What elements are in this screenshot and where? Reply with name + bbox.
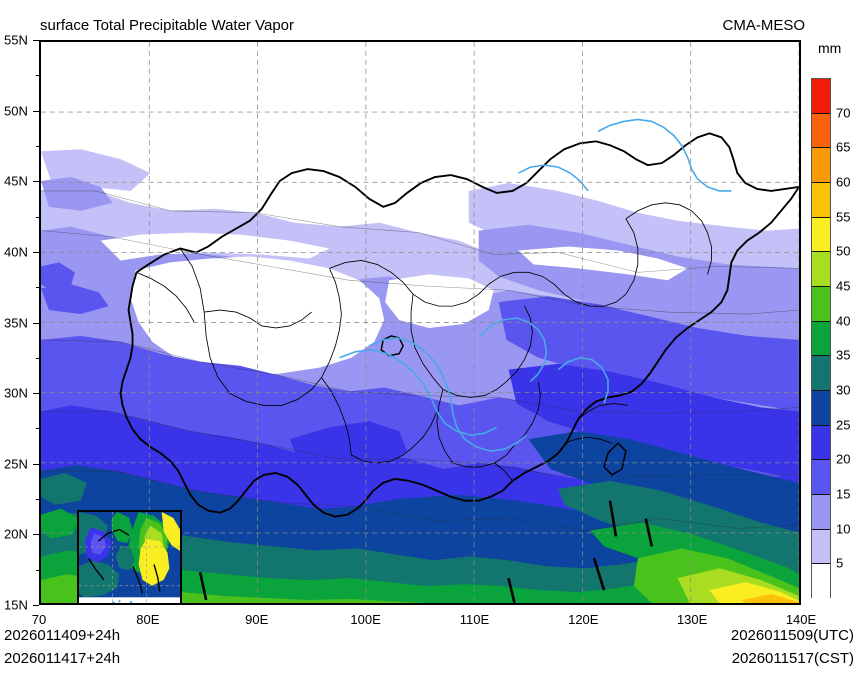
valid-time-cst: 2026011517(CST) (731, 650, 854, 667)
y-axis-label-50N: 50N (4, 103, 28, 119)
x-axis-label-110E: 110E (459, 612, 490, 627)
colorbar-band-9 (812, 390, 830, 426)
colorbar-tick-15: 15 (836, 486, 851, 502)
x-axis-label-120E: 120E (568, 612, 599, 627)
y-axis-label-55N: 55N (4, 32, 28, 48)
colorbar-band-1 (812, 113, 830, 149)
x-axis-label-130E: 130E (676, 612, 708, 627)
x-axis-label-140E: 140E (785, 612, 817, 627)
y-tick (33, 251, 39, 253)
map-plot-area[interactable]: Scale 1:20000000 No:GS (2019) 1786 (39, 40, 801, 605)
colorbar-units-label: mm (818, 40, 842, 56)
y-minor-tick (36, 357, 39, 359)
y-tick (33, 181, 39, 183)
y-tick (33, 40, 39, 41)
inset-map-south-china-sea[interactable] (77, 510, 182, 603)
y-axis-label-20N: 20N (4, 526, 28, 542)
y-axis-label-35N: 35N (4, 315, 28, 330)
colorbar-tick-60: 60 (836, 174, 851, 190)
y-minor-tick (36, 145, 39, 147)
x-axis-label-80E: 80E (136, 612, 160, 627)
y-tick (33, 393, 39, 395)
colorbar-band-11 (812, 460, 830, 495)
y-minor-tick (36, 569, 39, 571)
y-tick (33, 322, 39, 324)
y-minor-tick (36, 287, 39, 289)
y-axis-label-40N: 40N (4, 244, 28, 260)
page-title: surface Total Precipitable Water Vapor (40, 17, 295, 34)
y-minor-tick (36, 216, 39, 218)
colorbar-band-8 (812, 356, 830, 391)
colorbar-band-10 (812, 425, 830, 461)
colorbar-band-6 (812, 286, 830, 322)
y-minor-tick (36, 499, 39, 501)
colorbar-tick-30: 30 (836, 382, 851, 398)
colorbar-band-4 (812, 217, 830, 253)
colorbar-band-5 (812, 252, 830, 287)
colorbar-band-7 (812, 321, 830, 357)
colorbar-tick-35: 35 (836, 347, 851, 363)
valid-time-utc: 2026011509(UTC) (730, 627, 854, 644)
y-minor-tick (36, 428, 39, 430)
precipitable-water-field (41, 42, 799, 603)
y-axis-label-15N: 15N (4, 597, 28, 613)
y-tick (33, 463, 39, 465)
colorbar-tick-5: 5 (836, 555, 844, 571)
colorbar-tick-25: 25 (836, 417, 851, 433)
colorbar-tick-20: 20 (836, 451, 851, 467)
y-tick (33, 110, 39, 112)
y-axis-label-30N: 30N (4, 385, 28, 401)
colorbar-tick-10: 10 (836, 521, 851, 537)
init-time-cst: 2026011417+24h (4, 650, 121, 667)
colorbar-band-3 (812, 182, 830, 218)
colorbar-band-2 (812, 148, 830, 183)
x-axis-label-90E: 90E (245, 612, 269, 627)
y-minor-tick (36, 75, 39, 77)
model-label: CMA-MESO (722, 17, 806, 34)
y-axis-label-25N: 25N (4, 456, 28, 472)
colorbar[interactable] (811, 78, 831, 599)
init-time-utc: 2026011409+24h (4, 627, 121, 644)
colorbar-tick-55: 55 (836, 209, 851, 225)
colorbar-tick-50: 50 (836, 243, 851, 259)
y-tick (33, 605, 39, 606)
colorbar-tick-40: 40 (836, 313, 851, 329)
colorbar-band-0 (812, 79, 830, 114)
y-axis-label-45N: 45N (4, 173, 28, 189)
colorbar-tick-65: 65 (836, 139, 851, 155)
colorbar-band-13 (812, 529, 830, 565)
colorbar-band-12 (812, 494, 830, 530)
x-axis-label-100E: 100E (350, 612, 381, 627)
y-tick (33, 534, 39, 536)
x-axis-label-70: 70 (31, 612, 47, 627)
colorbar-tick-70: 70 (836, 105, 851, 121)
colorbar-band-14 (812, 564, 830, 599)
colorbar-tick-45: 45 (836, 278, 851, 294)
